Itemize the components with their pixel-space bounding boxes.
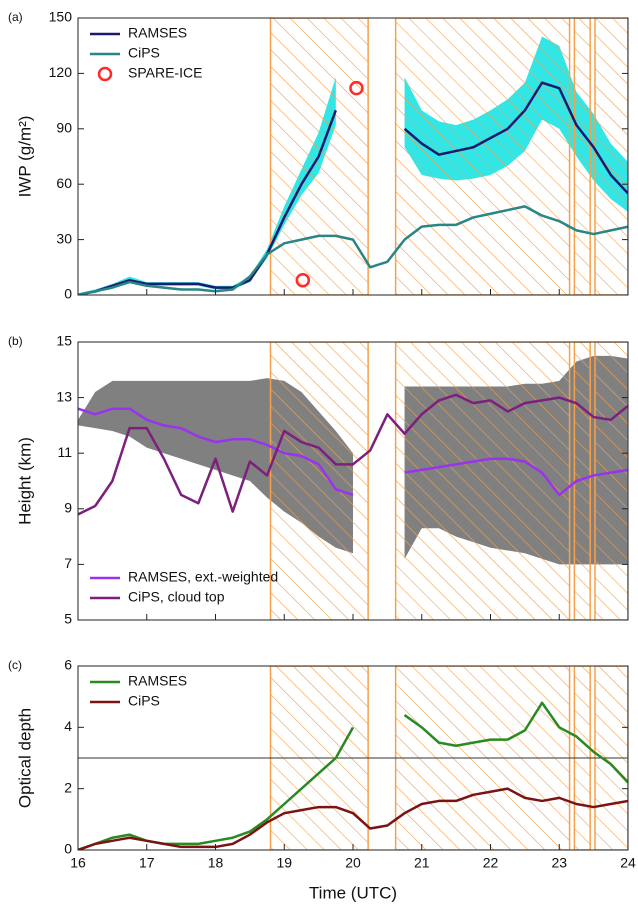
legend-label: RAMSES bbox=[128, 25, 187, 41]
x-axis-label: Time (UTC) bbox=[309, 883, 397, 902]
series-line bbox=[78, 81, 628, 295]
y-tick-label: 0 bbox=[64, 286, 72, 302]
plot-area bbox=[78, 666, 628, 850]
y-tick-label: 6 bbox=[64, 657, 72, 673]
legend-label: RAMSES, ext.-weighted bbox=[128, 569, 278, 585]
y-tick-label: 4 bbox=[64, 718, 72, 734]
plot-area bbox=[78, 342, 628, 620]
y-tick-label: 15 bbox=[56, 333, 72, 349]
y-tick-label: 30 bbox=[56, 230, 72, 246]
y-axis-label: IWP (g/m²) bbox=[15, 116, 34, 198]
y-tick-label: 11 bbox=[57, 444, 72, 460]
hatched-region bbox=[573, 18, 591, 295]
x-tick-label: 19 bbox=[276, 855, 292, 871]
x-tick-label: 24 bbox=[620, 855, 636, 871]
x-tick-label: 17 bbox=[139, 855, 155, 871]
series-line bbox=[78, 787, 628, 850]
y-tick-label: 60 bbox=[56, 175, 72, 191]
y-axis-label: Optical depth bbox=[15, 708, 34, 808]
series-line bbox=[78, 205, 628, 295]
legend: RAMSES CiPS SPARE-ICE bbox=[90, 25, 202, 82]
series-line bbox=[78, 701, 628, 850]
hatched-region bbox=[394, 342, 571, 620]
y-tick-label: 7 bbox=[64, 555, 72, 571]
y-tick-label: 120 bbox=[49, 64, 73, 80]
x-tick-label: 18 bbox=[208, 855, 224, 871]
x-tick-label: 23 bbox=[551, 855, 567, 871]
y-axis-label: Height (km) bbox=[15, 437, 34, 525]
plot-area bbox=[78, 18, 628, 295]
panel-label: (b) bbox=[8, 334, 23, 348]
legend-label: CiPS, cloud top bbox=[128, 589, 225, 605]
scatter-point bbox=[295, 272, 311, 288]
legend-label: RAMSES bbox=[128, 673, 187, 689]
y-tick-label: 2 bbox=[64, 779, 72, 795]
x-tick-label: 20 bbox=[345, 855, 361, 871]
x-tick-label: 21 bbox=[414, 855, 430, 871]
y-tick-label: 150 bbox=[49, 9, 73, 25]
series-line bbox=[78, 393, 628, 516]
x-tick-label: 22 bbox=[483, 855, 499, 871]
y-tick-label: 5 bbox=[64, 611, 72, 627]
legend-marker bbox=[97, 66, 113, 82]
panel-label: (c) bbox=[8, 658, 22, 672]
legend-label: CiPS bbox=[128, 45, 160, 61]
legend-label: SPARE-ICE bbox=[128, 65, 202, 81]
y-tick-label: 90 bbox=[56, 120, 72, 136]
scatter-point bbox=[349, 80, 364, 96]
hatched-region bbox=[269, 342, 369, 620]
y-tick-label: 9 bbox=[64, 500, 72, 516]
hatched-region bbox=[594, 342, 628, 620]
legend: RAMSES CiPS bbox=[90, 673, 187, 709]
y-tick-label: 0 bbox=[64, 841, 72, 857]
legend: RAMSES, ext.-weighted CiPS, cloud top bbox=[90, 569, 278, 605]
legend-label: CiPS bbox=[128, 693, 160, 709]
series-line bbox=[78, 407, 628, 497]
panel-label: (a) bbox=[8, 10, 23, 24]
y-tick-label: 13 bbox=[56, 388, 72, 404]
x-tick-label: 16 bbox=[70, 855, 86, 871]
hatched-region bbox=[394, 18, 571, 295]
